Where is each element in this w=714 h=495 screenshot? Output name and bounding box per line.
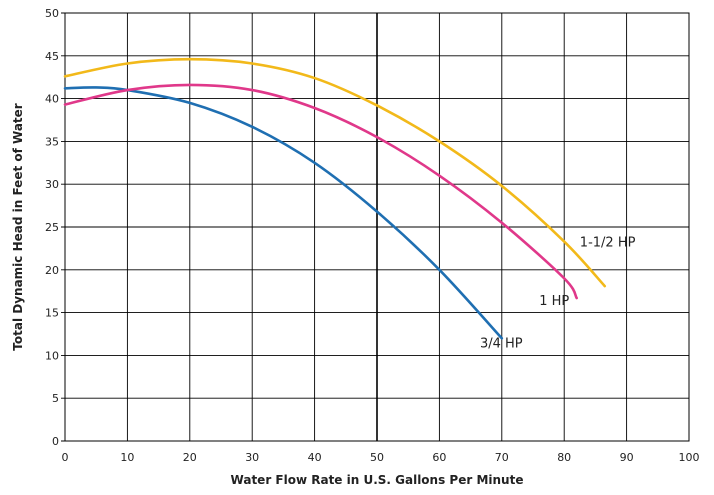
series-line-0	[63, 86, 504, 340]
x-tick-label: 20	[183, 451, 197, 464]
x-tick-label: 10	[120, 451, 134, 464]
y-axis-title: Total Dynamic Head in Feet of Water	[11, 103, 25, 351]
series-labels: 3/4 HP 1 HP 1-1/2 HP	[480, 236, 636, 352]
y-tick-label: 10	[45, 349, 59, 362]
x-tick-label: 100	[679, 451, 700, 464]
y-tick-label: 5	[52, 392, 59, 405]
x-axis-title: Water Flow Rate in U.S. Gallons Per Minu…	[231, 473, 524, 487]
grid	[61, 12, 690, 442]
y-tick-label: 0	[52, 435, 59, 448]
x-tick-label: 80	[557, 451, 571, 464]
x-tick-label: 30	[245, 451, 259, 464]
x-tick-label: 90	[620, 451, 634, 464]
series-line-1	[63, 83, 578, 300]
y-tick-label: 30	[45, 178, 59, 191]
x-tick-label: 50	[370, 451, 384, 464]
y-tick-label: 40	[45, 93, 59, 106]
x-tick-label: 40	[308, 451, 322, 464]
x-tick-label: 70	[495, 451, 509, 464]
series-line-2	[63, 57, 607, 288]
y-tick-label: 20	[45, 264, 59, 277]
y-tick-label: 35	[45, 135, 59, 148]
y-tick-label: 25	[45, 221, 59, 234]
series-lines	[63, 57, 607, 340]
tick-labels: 0 10 20 30 40 50 60 70 80 90 100 0 5 10 15 20 25 30 35 40 45…	[45, 7, 700, 464]
x-tick-label: 60	[432, 451, 446, 464]
series-label-0: 3/4 HP	[480, 337, 523, 352]
y-tick-label: 15	[45, 307, 59, 320]
y-tick-label: 50	[45, 7, 59, 20]
y-tick-label: 45	[45, 50, 59, 63]
plot-border	[64, 12, 690, 442]
series-label-2: 1-1/2 HP	[580, 236, 636, 251]
x-tick-label: 0	[62, 451, 69, 464]
series-label-1: 1 HP	[539, 294, 569, 309]
